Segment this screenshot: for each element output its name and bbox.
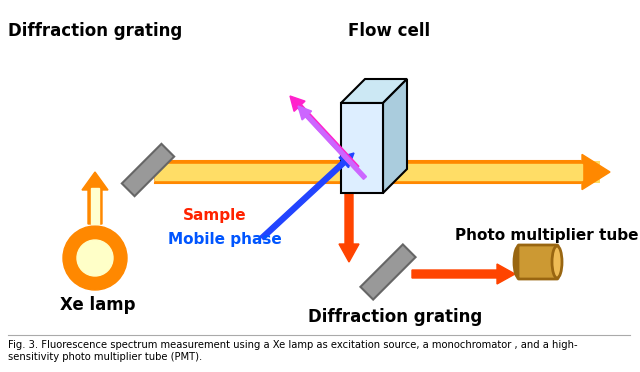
Text: Mobile phase: Mobile phase <box>168 232 282 247</box>
Polygon shape <box>383 79 407 193</box>
Text: Flow cell: Flow cell <box>348 22 430 40</box>
FancyArrow shape <box>82 172 108 224</box>
FancyArrow shape <box>412 264 515 284</box>
Text: Photo multiplier tube: Photo multiplier tube <box>455 228 639 243</box>
FancyArrow shape <box>298 106 367 179</box>
Text: Sample: Sample <box>183 208 246 223</box>
Polygon shape <box>341 79 407 103</box>
Text: Xe lamp: Xe lamp <box>60 296 136 314</box>
Polygon shape <box>122 144 174 196</box>
Text: Diffraction grating: Diffraction grating <box>8 22 182 40</box>
Ellipse shape <box>514 246 524 278</box>
FancyArrow shape <box>339 193 359 262</box>
Circle shape <box>77 240 113 276</box>
FancyArrow shape <box>155 154 610 190</box>
Polygon shape <box>341 103 383 193</box>
Text: Fig. 3. Fluorescence spectrum measurement using a Xe lamp as excitation source, : Fig. 3. Fluorescence spectrum measuremen… <box>8 340 578 362</box>
Ellipse shape <box>552 246 562 278</box>
FancyArrow shape <box>155 164 582 180</box>
FancyArrow shape <box>290 96 359 170</box>
FancyArrow shape <box>260 153 354 240</box>
Circle shape <box>63 226 127 290</box>
FancyBboxPatch shape <box>518 245 558 279</box>
FancyArrow shape <box>91 188 99 224</box>
Text: Diffraction grating: Diffraction grating <box>308 308 483 326</box>
Polygon shape <box>155 161 600 183</box>
Polygon shape <box>360 244 415 299</box>
